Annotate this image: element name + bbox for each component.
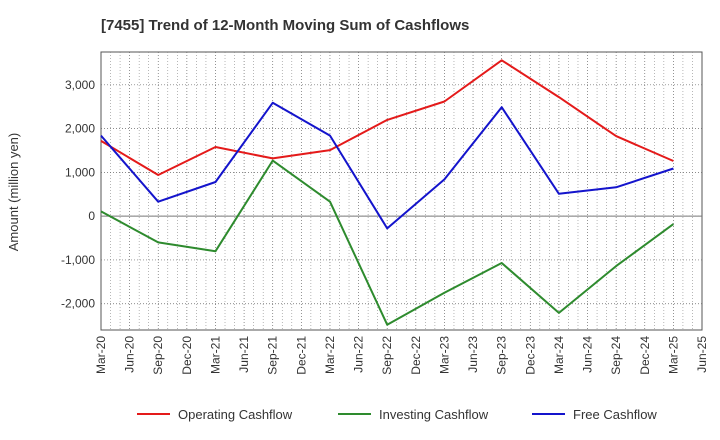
x-tick-label: Jun-21 xyxy=(237,336,251,373)
y-tick-label: -2,000 xyxy=(61,297,95,311)
y-axis-label: Amount (million yen) xyxy=(6,133,21,252)
x-tick-label: Mar-20 xyxy=(94,336,108,374)
x-tick-label: Mar-23 xyxy=(437,336,451,374)
y-tick-label: 3,000 xyxy=(65,78,95,92)
x-tick-label: Jun-20 xyxy=(123,336,137,373)
y-tick-label: 0 xyxy=(88,209,95,223)
x-tick-label: Jun-23 xyxy=(466,336,480,373)
legend-label: Operating Cashflow xyxy=(178,407,293,422)
y-tick-label: 1,000 xyxy=(65,165,95,179)
y-tick-label: -1,000 xyxy=(61,253,95,267)
x-tick-label: Dec-21 xyxy=(294,336,308,375)
series-line-operating-cashflow xyxy=(100,59,674,176)
series-line-free-cashflow xyxy=(100,101,674,230)
plot-frame xyxy=(100,51,703,331)
x-tick-label: Dec-22 xyxy=(409,336,423,375)
x-tick-label: Jun-24 xyxy=(581,336,595,373)
x-tick-label: Sep-22 xyxy=(380,336,394,375)
legend: Operating Cashflow Investing Cashflow Free… xyxy=(137,407,657,422)
x-tick-label: Jun-22 xyxy=(352,336,366,373)
x-tick-label: Mar-22 xyxy=(323,336,337,374)
x-tick-label: Sep-21 xyxy=(266,336,280,375)
x-tick-label: Mar-24 xyxy=(552,336,566,374)
x-tick-label: Dec-24 xyxy=(638,336,652,375)
chart-title: [7455] Trend of 12-Month Moving Sum of C… xyxy=(101,17,469,34)
series-line-investing-cashflow xyxy=(100,159,674,326)
legend-label: Free Cashflow xyxy=(573,407,657,422)
plot-area: Mar-20 Jun-20 Sep-20 Dec-20 Mar-21 Jun-21 Sep-… xyxy=(61,51,709,375)
x-tick-label: Dec-20 xyxy=(180,336,194,375)
x-tick-label: Sep-24 xyxy=(609,336,623,375)
x-tick-label: Jun-25 xyxy=(695,336,709,373)
x-tick-label: Sep-20 xyxy=(151,336,165,375)
x-tick-label: Mar-25 xyxy=(666,336,680,374)
x-tick-label: Dec-23 xyxy=(523,336,537,375)
legend-label: Investing Cashflow xyxy=(379,407,489,422)
x-tick-label: Sep-23 xyxy=(495,336,509,375)
x-tick-label: Mar-21 xyxy=(208,336,222,374)
y-tick-label: 2,000 xyxy=(65,122,95,136)
